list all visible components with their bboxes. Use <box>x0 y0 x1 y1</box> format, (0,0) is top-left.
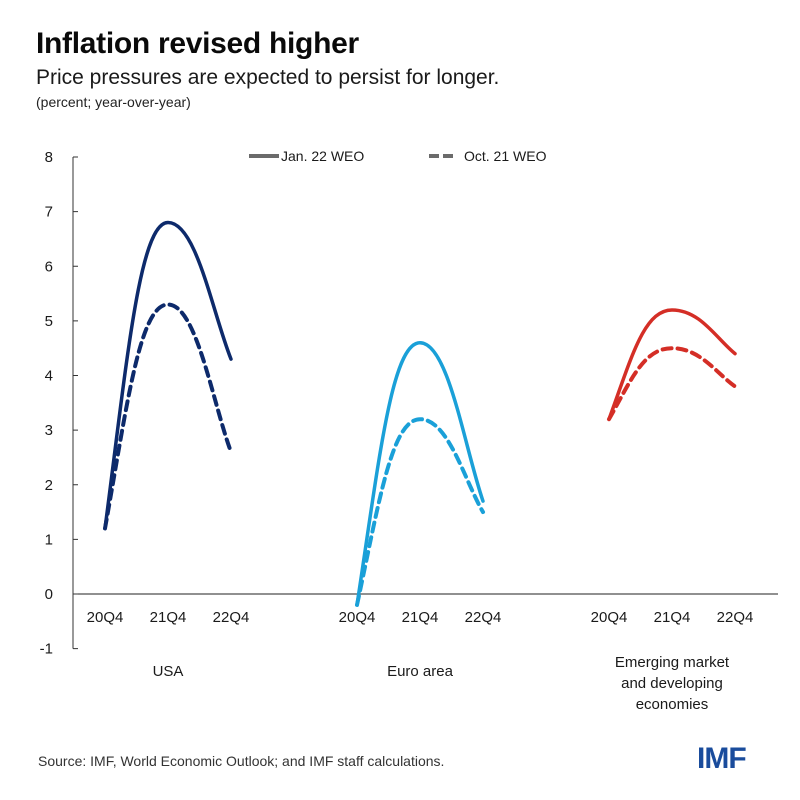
y-tick-label: 8 <box>45 149 53 166</box>
x-category-label: 21Q4 <box>402 609 439 626</box>
group-euro-area <box>355 340 485 607</box>
category-labels: 20Q4 21Q4 22Q4 USA 20Q4 21Q4 22Q4 Euro area 20Q4… <box>87 609 754 713</box>
x-category-label: 20Q4 <box>591 609 628 626</box>
source-note: Source: IMF, World Economic Outlook; and… <box>38 753 445 769</box>
y-tick-label: 6 <box>45 258 53 275</box>
units-note: (percent; year-over-year) <box>36 94 191 110</box>
series-line-solid <box>355 340 485 607</box>
group-label: economies <box>636 696 709 713</box>
group-label: and developing <box>621 675 723 692</box>
y-tick-label: 4 <box>45 368 53 385</box>
x-category-label: 22Q4 <box>213 609 250 626</box>
y-tick-label: 5 <box>45 313 53 330</box>
chart-subtitle: Price pressures are expected to persist … <box>36 66 500 89</box>
group-emerging-market-and-developing-economies <box>607 308 737 422</box>
group-label: Emerging market <box>615 654 730 671</box>
chart-title: Inflation revised higher <box>36 27 359 60</box>
x-category-label: 21Q4 <box>150 609 187 626</box>
series-line-solid <box>607 308 737 421</box>
series-line-dashed <box>103 302 233 531</box>
x-category-label: 21Q4 <box>654 609 691 626</box>
y-tick-label: 7 <box>45 204 53 221</box>
series-line-dashed <box>355 417 485 607</box>
x-category-label: 22Q4 <box>465 609 502 626</box>
x-category-label: 20Q4 <box>339 609 376 626</box>
y-tick-label: 1 <box>45 531 53 548</box>
series-line-dashed <box>607 346 737 422</box>
y-tick-label: 2 <box>45 477 53 494</box>
x-category-label: 22Q4 <box>717 609 754 626</box>
imf-logo: IMF <box>697 742 747 775</box>
legend-label: Oct. 21 WEO <box>464 148 547 164</box>
series-line-solid <box>103 220 233 531</box>
legend: Jan. 22 WEO Oct. 21 WEO <box>249 148 547 164</box>
group-usa <box>103 220 233 531</box>
x-category-label: 20Q4 <box>87 609 124 626</box>
legend-label: Jan. 22 WEO <box>281 148 364 164</box>
y-tick-label: -1 <box>40 641 53 658</box>
group-label: USA <box>153 663 184 680</box>
y-tick-label: 0 <box>45 586 53 603</box>
group-label: Euro area <box>387 663 454 680</box>
axis-layer: -1 0 1 2 3 4 5 6 7 8 <box>40 149 778 658</box>
y-tick-label: 3 <box>45 422 53 439</box>
series-layer <box>103 220 737 607</box>
